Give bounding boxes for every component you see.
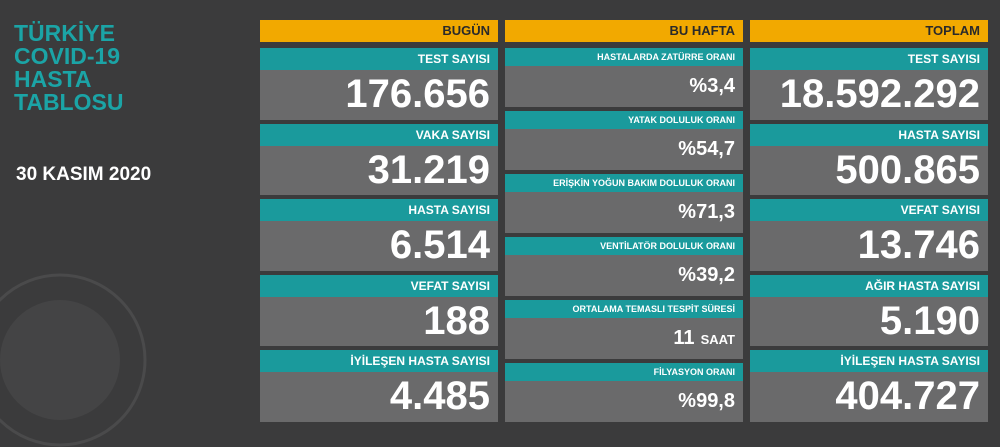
value-text: 404.727	[835, 374, 980, 419]
value-text: 5.190	[879, 298, 980, 343]
value-text: 500.865	[835, 147, 980, 192]
card-label: İYİLEŞEN HASTA SAYISI	[750, 350, 988, 373]
value-text: 13.746	[857, 223, 980, 268]
card-value: 18.592.292	[750, 70, 988, 120]
column-header: BU HAFTA	[505, 20, 743, 42]
card-label: FİLYASYON ORANI	[505, 363, 743, 381]
card-label: VENTİLATÖR DOLULUK ORANI	[505, 237, 743, 255]
card-value: 500.865	[750, 145, 988, 196]
card-label: YATAK DOLULUK ORANI	[505, 111, 743, 129]
card-value: 404.727	[750, 372, 988, 422]
card-value: %3,4	[505, 66, 743, 107]
card-label: VAKA SAYISI	[260, 123, 498, 146]
value-text: 31.219	[367, 147, 490, 192]
card-label: ERİŞKİN YOĞUN BAKIM DOLULUK ORANI	[505, 174, 743, 192]
card-label: HASTA SAYISI	[260, 199, 498, 222]
value-unit: SAAT	[700, 332, 735, 347]
value-text: 18.592.292	[779, 72, 980, 116]
card-value: 31.219	[260, 145, 498, 196]
column-header: BUGÜN	[260, 20, 498, 42]
card-value: 5.190	[750, 296, 988, 347]
card-value: 11 SAAT	[505, 318, 743, 359]
card-label: TEST SAYISI	[260, 48, 498, 70]
value-text: 4.485	[389, 374, 490, 419]
card-value: 188	[260, 296, 498, 347]
card-value: 6.514	[260, 221, 498, 271]
card-label: TEST SAYISI	[750, 48, 988, 70]
value-text: %71,3	[678, 201, 735, 223]
title: TÜRKİYE COVID-19 HASTA TABLOSU	[14, 22, 123, 114]
value-text: %3,4	[689, 75, 735, 97]
value-text: %54,7	[678, 138, 735, 160]
value-text: 11	[673, 327, 695, 349]
value-text: %99,8	[678, 390, 735, 412]
card-label: HASTALARDA ZATÜRRE ORANI	[505, 48, 743, 66]
title-line: TÜRKİYE	[14, 20, 115, 46]
title-line: HASTA	[14, 66, 92, 92]
title-line: TABLOSU	[14, 89, 124, 115]
card-value: %99,8	[505, 381, 743, 422]
card-value: %39,2	[505, 255, 743, 296]
value-text: 6.514	[389, 223, 490, 268]
emblem	[0, 273, 147, 447]
card-value: 4.485	[260, 372, 498, 422]
card-label: AĞIR HASTA SAYISI	[750, 274, 988, 297]
card-value: %54,7	[505, 129, 743, 170]
card-label: İYİLEŞEN HASTA SAYISI	[260, 350, 498, 373]
value-text: %39,2	[678, 264, 735, 286]
card-label: VEFAT SAYISI	[260, 274, 498, 297]
card-value: 176.656	[260, 70, 498, 120]
card-label: ORTALAMA TEMASLI TESPİT SÜRESİ	[505, 300, 743, 318]
column-header: TOPLAM	[750, 20, 988, 42]
card-label: VEFAT SAYISI	[750, 199, 988, 222]
card-value: 13.746	[750, 221, 988, 271]
title-line: COVID-19	[14, 43, 121, 69]
value-text: 188	[423, 298, 490, 343]
value-text: 176.656	[345, 72, 490, 116]
card-value: %71,3	[505, 192, 743, 233]
date: 30 KASIM 2020	[16, 164, 152, 185]
card-label: HASTA SAYISI	[750, 123, 988, 146]
